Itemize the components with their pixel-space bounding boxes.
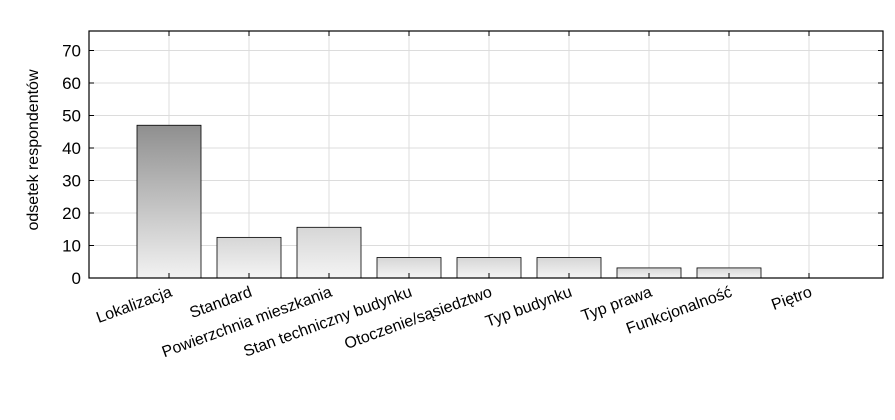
y-tick-label: 50 — [62, 107, 81, 126]
bar — [296, 226, 362, 279]
gridlines — [89, 31, 883, 278]
bar — [216, 236, 282, 279]
axes — [88, 30, 884, 279]
bars — [136, 124, 762, 279]
y-tick-labels: 0 10 20 30 40 50 60 70 — [62, 42, 81, 289]
y-tick-label: 70 — [62, 42, 81, 61]
y-tick-label: 20 — [62, 204, 81, 223]
y-axis-title: odsetek respondentów — [25, 69, 42, 230]
x-tick-label: Piętro — [769, 284, 814, 314]
plot-frame — [88, 30, 884, 279]
x-tick-label: Otoczenie/sąsiedztwo — [342, 284, 494, 353]
y-tick-label: 10 — [62, 237, 81, 256]
y-tick-label: 60 — [62, 74, 81, 93]
x-tick-label: Lokalizacja — [94, 284, 174, 327]
y-tick-label: 0 — [72, 269, 81, 288]
x-tick-label: Typ budynku — [483, 284, 574, 331]
y-tick-label: 30 — [62, 172, 81, 191]
y-tick-label: 40 — [62, 139, 81, 158]
bar — [136, 124, 202, 279]
